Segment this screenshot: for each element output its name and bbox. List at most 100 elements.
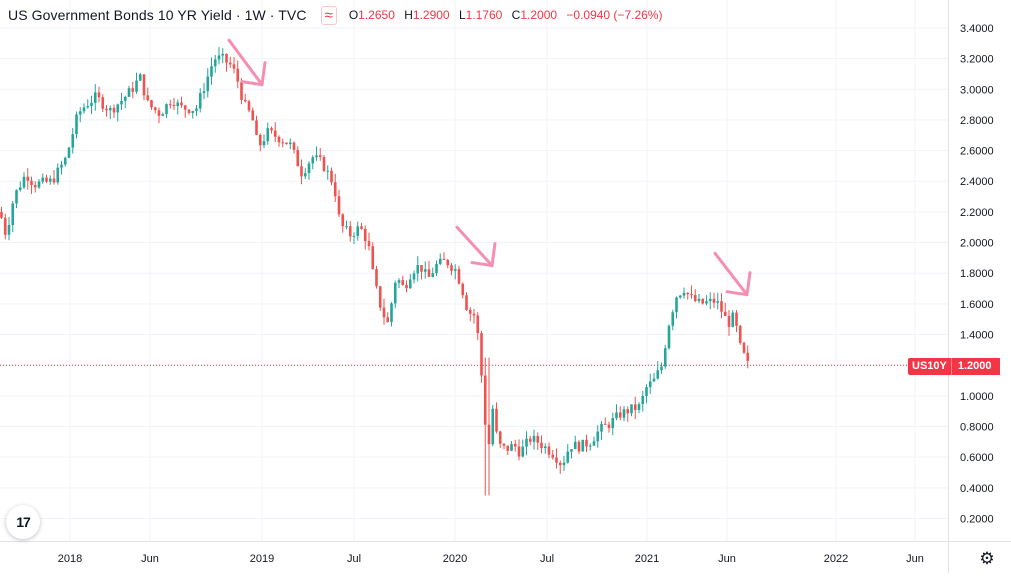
candle-up	[221, 53, 225, 56]
candle-down	[26, 176, 30, 181]
candle-down	[273, 130, 277, 137]
compare-icon[interactable]: ≈	[320, 5, 337, 25]
candle-down	[506, 445, 510, 451]
candle-down	[513, 443, 517, 447]
candle-down	[558, 462, 562, 466]
candle-up	[622, 409, 626, 418]
candle-up	[615, 412, 618, 419]
candle-down	[255, 120, 258, 135]
candle-up	[573, 441, 577, 450]
candle-up	[438, 258, 442, 264]
candle-down	[131, 88, 135, 92]
candle-down	[153, 107, 157, 111]
candle-down	[258, 134, 262, 146]
candle-up	[108, 107, 112, 111]
candle-down	[183, 105, 187, 110]
candle-up	[697, 298, 701, 301]
candle-up	[435, 263, 438, 274]
low-key: L	[458, 8, 466, 22]
candle-up	[708, 298, 712, 302]
candle-down	[277, 136, 281, 143]
candle-down	[585, 439, 588, 447]
candle-down	[536, 435, 540, 443]
candle-down	[228, 62, 232, 65]
candle-down	[723, 311, 727, 316]
candle-down	[547, 446, 551, 455]
annotation-arrow-head	[470, 261, 494, 268]
candle-down	[146, 95, 150, 101]
candle-down	[626, 409, 630, 414]
x-tick-label: Jul	[540, 553, 554, 565]
candle-down	[540, 442, 543, 449]
candle-down	[472, 313, 476, 316]
candle-up	[731, 312, 735, 327]
candle-up	[656, 370, 660, 379]
low-value: 1.1760	[465, 8, 503, 22]
x-tick-label: 2021	[635, 553, 659, 565]
candle-up	[416, 265, 420, 274]
candle-up	[562, 462, 566, 466]
candle-up	[510, 443, 513, 451]
candle-up	[210, 66, 213, 77]
candle-down	[157, 110, 161, 116]
candle-down	[296, 149, 300, 167]
candle-down	[427, 269, 431, 277]
candle-down	[348, 226, 352, 237]
candle-down	[633, 404, 637, 411]
candle-down	[270, 128, 273, 131]
candle-up	[397, 280, 401, 283]
high-value: 1.2900	[412, 8, 450, 22]
symbol-title[interactable]: US Government Bonds 10 YR Yield · 1W · T…	[8, 7, 307, 23]
candle-down	[52, 178, 56, 183]
candle-up	[663, 348, 667, 367]
y-tick-label: 0.6000	[960, 452, 994, 464]
candle-down	[603, 423, 607, 425]
candle-down	[281, 142, 285, 144]
candle-down	[232, 64, 236, 69]
candle-down	[168, 104, 172, 106]
y-tick-label: 2.6000	[960, 146, 994, 158]
candle-down	[577, 441, 581, 452]
high-key: H	[404, 8, 413, 22]
candle-up	[390, 303, 393, 323]
candle-up	[326, 170, 330, 172]
candle-down	[240, 81, 243, 100]
candle-down	[442, 258, 446, 260]
candle-down	[341, 214, 345, 227]
candle-up	[637, 404, 641, 411]
candle-down	[476, 315, 480, 334]
annotation-arrow-head	[240, 80, 264, 87]
x-tick-label: 2020	[443, 553, 467, 565]
candle-down	[712, 298, 716, 303]
candle-up	[86, 106, 90, 108]
annotation-arrow-head	[725, 290, 749, 297]
x-tick-label: Jul	[347, 553, 361, 565]
candle-down	[105, 108, 108, 111]
candle-up	[315, 155, 318, 158]
candle-up	[135, 80, 138, 92]
candle-down	[618, 412, 622, 418]
candle-down	[247, 101, 251, 111]
gear-icon[interactable]: ⚙	[979, 549, 995, 568]
y-tick-label: 1.8000	[960, 268, 994, 280]
candle-down	[528, 438, 532, 442]
candle-up	[266, 128, 270, 142]
candle-down	[300, 166, 303, 177]
candle-up	[37, 181, 41, 188]
candle-up	[116, 104, 120, 113]
candle-up	[22, 176, 26, 188]
candle-up	[60, 164, 63, 168]
candle-up	[165, 104, 168, 115]
candle-up	[48, 178, 52, 182]
candle-up	[11, 203, 15, 226]
candle-down	[461, 283, 465, 296]
tradingview-logo-icon[interactable]: 17	[6, 505, 40, 539]
candle-up	[138, 74, 142, 81]
candle-up	[660, 366, 663, 371]
candle-up	[198, 93, 202, 109]
candle-up	[176, 102, 180, 107]
candle-up	[431, 273, 435, 277]
candle-up	[127, 88, 131, 97]
